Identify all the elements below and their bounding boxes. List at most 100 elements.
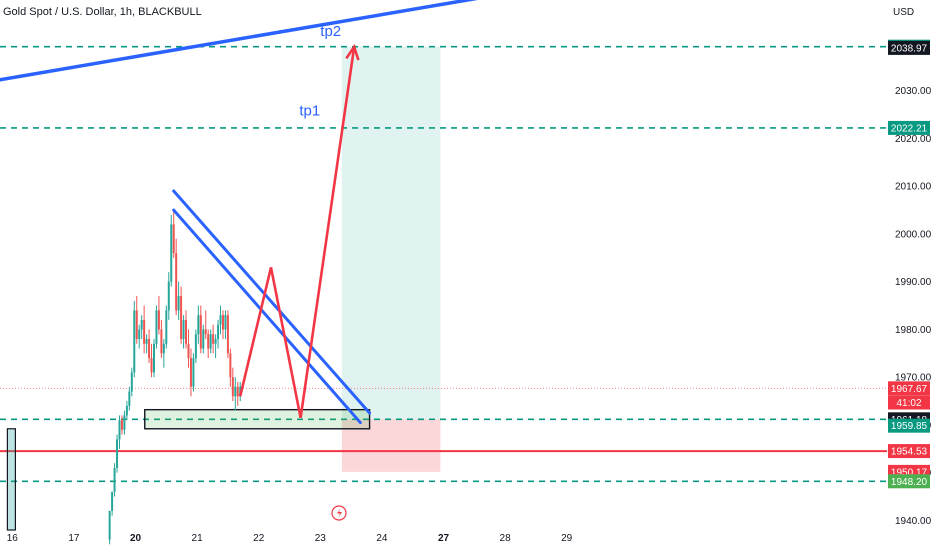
time-tick-label: 27 xyxy=(438,533,450,544)
annotation-label[interactable]: tp2 xyxy=(320,23,341,40)
price-tag xyxy=(888,381,930,396)
arrow-head-icon xyxy=(345,43,360,61)
candle-body xyxy=(202,329,205,349)
candle-body xyxy=(234,386,237,397)
event-marker[interactable] xyxy=(331,505,347,521)
candle-body xyxy=(236,386,239,397)
candle-body xyxy=(143,319,146,344)
time-tick-label: 23 xyxy=(315,533,327,544)
lightning-icon xyxy=(337,508,342,518)
price-tick-label: 2030.00 xyxy=(895,86,932,97)
horizontal-levels[interactable] xyxy=(0,45,887,483)
candle-body xyxy=(229,353,232,378)
candle-body xyxy=(152,343,155,373)
price-tick-label: 1990.00 xyxy=(895,277,932,288)
trend-lines[interactable] xyxy=(0,0,524,425)
support-zone[interactable] xyxy=(144,408,371,430)
wedge-line[interactable] xyxy=(172,189,372,415)
candle-body xyxy=(224,315,227,330)
candle-body xyxy=(219,315,222,325)
price-tag-label: 1954.53 xyxy=(891,447,928,458)
candle-body xyxy=(199,315,202,349)
candle-body xyxy=(172,224,175,254)
price-tag-label: 1959.85 xyxy=(891,421,928,432)
candle-body xyxy=(185,319,188,344)
profit-zone[interactable] xyxy=(341,46,441,420)
time-tick-label: 29 xyxy=(561,533,573,544)
price-tick-label: 1980.00 xyxy=(895,325,932,336)
candle-body xyxy=(145,339,148,344)
candle-body xyxy=(182,319,185,340)
candle-body xyxy=(187,343,190,359)
candle-body xyxy=(231,377,234,397)
price-tick-label: 1970.00 xyxy=(895,373,932,384)
wedge-line[interactable] xyxy=(172,208,362,425)
chart-title: Gold Spot / U.S. Dollar, 1h, BLACKBULL xyxy=(3,6,202,18)
candle-body xyxy=(157,310,160,330)
price-tick-label: 2000.00 xyxy=(895,229,932,240)
candle-body xyxy=(128,391,131,406)
candle-body xyxy=(207,334,210,349)
candle-body xyxy=(118,420,121,440)
candle-body xyxy=(116,439,119,468)
price-tag xyxy=(888,40,930,55)
candle-body xyxy=(111,491,114,511)
candle-body xyxy=(133,310,136,373)
price-tag xyxy=(888,418,930,433)
candle-body xyxy=(160,329,163,354)
candle-body xyxy=(175,253,178,311)
price-tag xyxy=(888,474,930,489)
candle-body xyxy=(204,329,207,335)
currency-label: USD xyxy=(893,7,914,18)
candle-body xyxy=(113,467,116,492)
candle-body xyxy=(138,329,141,340)
price-tag xyxy=(888,120,930,135)
annotations[interactable]: tp2 tp1 xyxy=(299,23,341,120)
price-tags: 2039.222038.972022.211967.6741:021961.18… xyxy=(888,39,930,489)
position-tool[interactable] xyxy=(341,46,441,472)
price-tick-label: 2020.00 xyxy=(895,134,932,145)
candle-body xyxy=(189,358,192,387)
candles xyxy=(108,210,242,545)
candle-body xyxy=(192,358,195,387)
candle-body xyxy=(150,358,153,373)
candle-body xyxy=(130,372,133,392)
candle-body xyxy=(123,415,126,430)
candle-body xyxy=(197,315,200,335)
candle-body xyxy=(221,315,224,330)
candle-body xyxy=(167,281,170,311)
time-axis[interactable]: 16 17 20 21 22 23 24 27 28 29 xyxy=(7,533,573,544)
price-tick-label: 2010.00 xyxy=(895,182,932,193)
price-tag-label: 1967.67 xyxy=(891,384,928,395)
price-tag-label: 1948.20 xyxy=(891,477,928,488)
candle-body xyxy=(155,310,158,344)
candle-body xyxy=(226,315,229,354)
candle-body xyxy=(209,334,212,349)
candle-body xyxy=(140,319,143,330)
time-tick-label: 24 xyxy=(376,533,388,544)
candle-body xyxy=(212,334,215,344)
price-tag-label: 2022.21 xyxy=(891,123,928,134)
candle-body xyxy=(148,339,151,359)
time-tick-label: 20 xyxy=(130,533,142,544)
left-box[interactable] xyxy=(6,428,16,531)
time-tick-label: 22 xyxy=(253,533,265,544)
candle-body xyxy=(170,224,173,282)
time-tick-label: 17 xyxy=(68,533,80,544)
time-tick-label: 21 xyxy=(192,533,204,544)
support-zone-box[interactable] xyxy=(144,408,371,430)
upper-trend-line[interactable] xyxy=(0,0,524,82)
candle-body xyxy=(194,334,197,359)
projection-path[interactable] xyxy=(238,46,356,419)
candle-body xyxy=(120,420,123,430)
time-tick-label: 28 xyxy=(500,533,512,544)
candle-body xyxy=(180,296,183,340)
candle-body xyxy=(108,510,111,540)
time-tick-label: 16 xyxy=(7,533,19,544)
candle-body xyxy=(217,324,220,340)
left-range-box[interactable] xyxy=(6,428,16,531)
annotation-label[interactable]: tp1 xyxy=(299,103,320,120)
candle-body xyxy=(214,339,217,344)
